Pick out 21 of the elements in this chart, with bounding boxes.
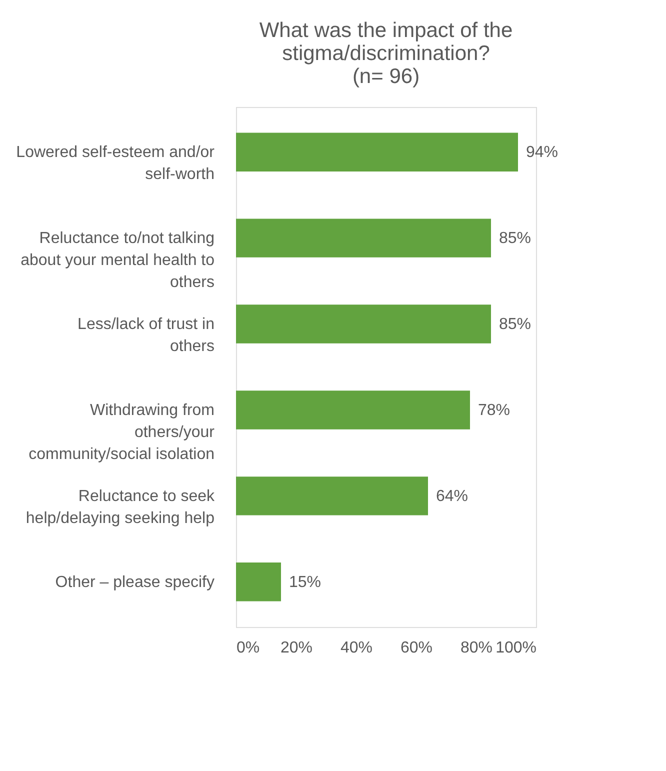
text: What was the impact of the (259, 19, 513, 42)
data-label: 78% (478, 402, 510, 419)
x-tick-label: 60% (400, 640, 433, 656)
data-label: 94% (526, 144, 558, 162)
data-label: 85% (499, 230, 532, 248)
x-tick-label: 80% (460, 640, 493, 656)
text: stigma/discrimination? (282, 42, 490, 65)
y-tick-label: Withdrawing from others/your community/social isolation (28, 402, 216, 463)
y-tick-label: Lowered self-esteem and/or self-worth (16, 144, 216, 184)
y-tick-label: Reluctance to/not talking about your mental health to others (20, 230, 215, 292)
data-label: 15% (289, 574, 322, 591)
x-tick-label: 0% (236, 640, 260, 656)
y-tick-label: Less/lack of trust in others (78, 316, 214, 356)
x-tick-label: 40% (340, 640, 373, 656)
text: (n= 96) (352, 65, 420, 88)
y-tick-label: Reluctance to seek help/delaying seeking help (26, 488, 216, 527)
x-tick-label: 100% (496, 640, 536, 656)
data-label: 64% (436, 488, 468, 505)
data-label: 85% (499, 316, 532, 334)
y-tick-label: Other – please specify (55, 574, 214, 591)
x-tick-label: 20% (280, 640, 313, 656)
